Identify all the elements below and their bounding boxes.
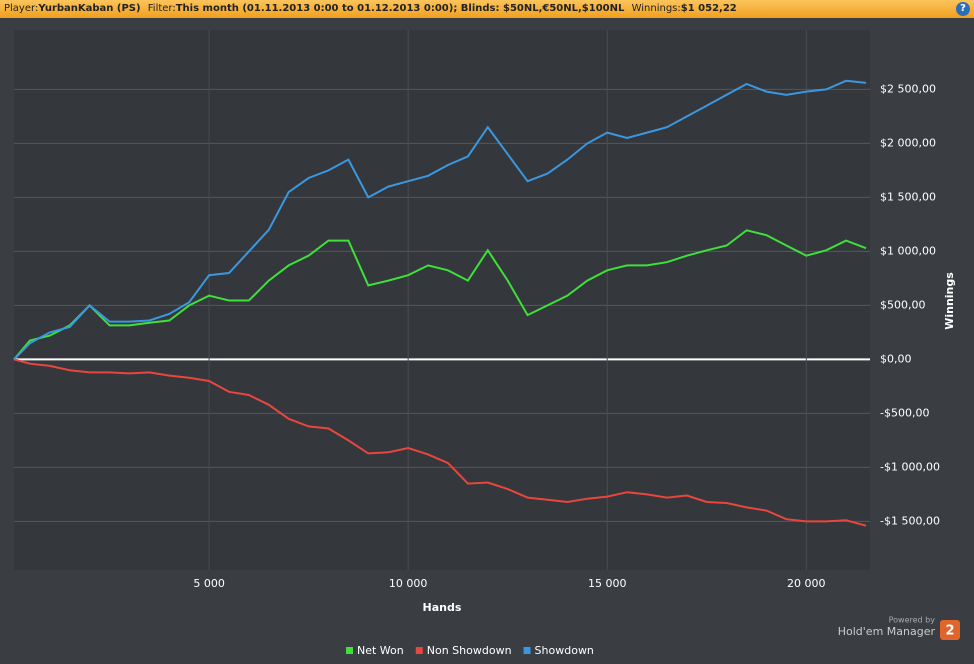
y-tick-label: $2 500,00: [880, 82, 936, 95]
legend-label: Net Won: [357, 644, 404, 657]
y-axis-label: Winnings: [943, 272, 956, 330]
legend-swatch: [523, 647, 531, 654]
y-tick-label: -$500,00: [880, 406, 929, 419]
player: YurbanKaban (PS): [38, 3, 141, 14]
series-line: [13, 79, 867, 361]
plot-area: [14, 30, 870, 570]
x-axis-label: Hands: [423, 601, 462, 614]
brand-powered: Powered by: [889, 616, 936, 625]
legend-label: Non Showdown: [427, 644, 512, 657]
y-tick-label: $1 000,00: [880, 244, 936, 257]
y-tick-label: $2 000,00: [880, 136, 936, 149]
legend-label: Showdown: [535, 644, 594, 657]
y-tick-label: $0,00: [880, 352, 912, 365]
y-tick-label: -$1 000,00: [880, 460, 940, 473]
y-tick-label: -$1 500,00: [880, 514, 940, 527]
series-line: [13, 229, 867, 361]
label: Player:: [4, 3, 39, 14]
x-tick-label: 15 000: [588, 577, 627, 590]
y-tick-label: $500,00: [880, 298, 926, 311]
x-tick-label: 20 000: [787, 577, 826, 590]
series-line: [13, 358, 867, 527]
x-tick-label: 10 000: [389, 577, 428, 590]
chart: Winnings Hands Powered by Hold'em Manage…: [13, 30, 960, 657]
winnings: $1 052,22: [680, 3, 737, 14]
brand-badge: [940, 620, 960, 640]
label: Filter:: [147, 3, 176, 14]
legend-swatch: [415, 647, 423, 654]
x-tick-label: 5 000: [193, 577, 225, 590]
filter: This month (01.11.2013 0:00 to 01.12.201…: [175, 3, 625, 14]
brand-version: 2: [945, 624, 954, 639]
legend-swatch: [346, 647, 353, 654]
label: Winnings:: [631, 3, 681, 14]
header: Player:YurbanKaban (PS) Filter:This mont…: [0, 0, 974, 18]
brand-product: Hold'em Manager: [838, 625, 936, 638]
help-button[interactable]: ?: [956, 2, 970, 16]
y-tick-label: $1 500,00: [880, 190, 936, 203]
